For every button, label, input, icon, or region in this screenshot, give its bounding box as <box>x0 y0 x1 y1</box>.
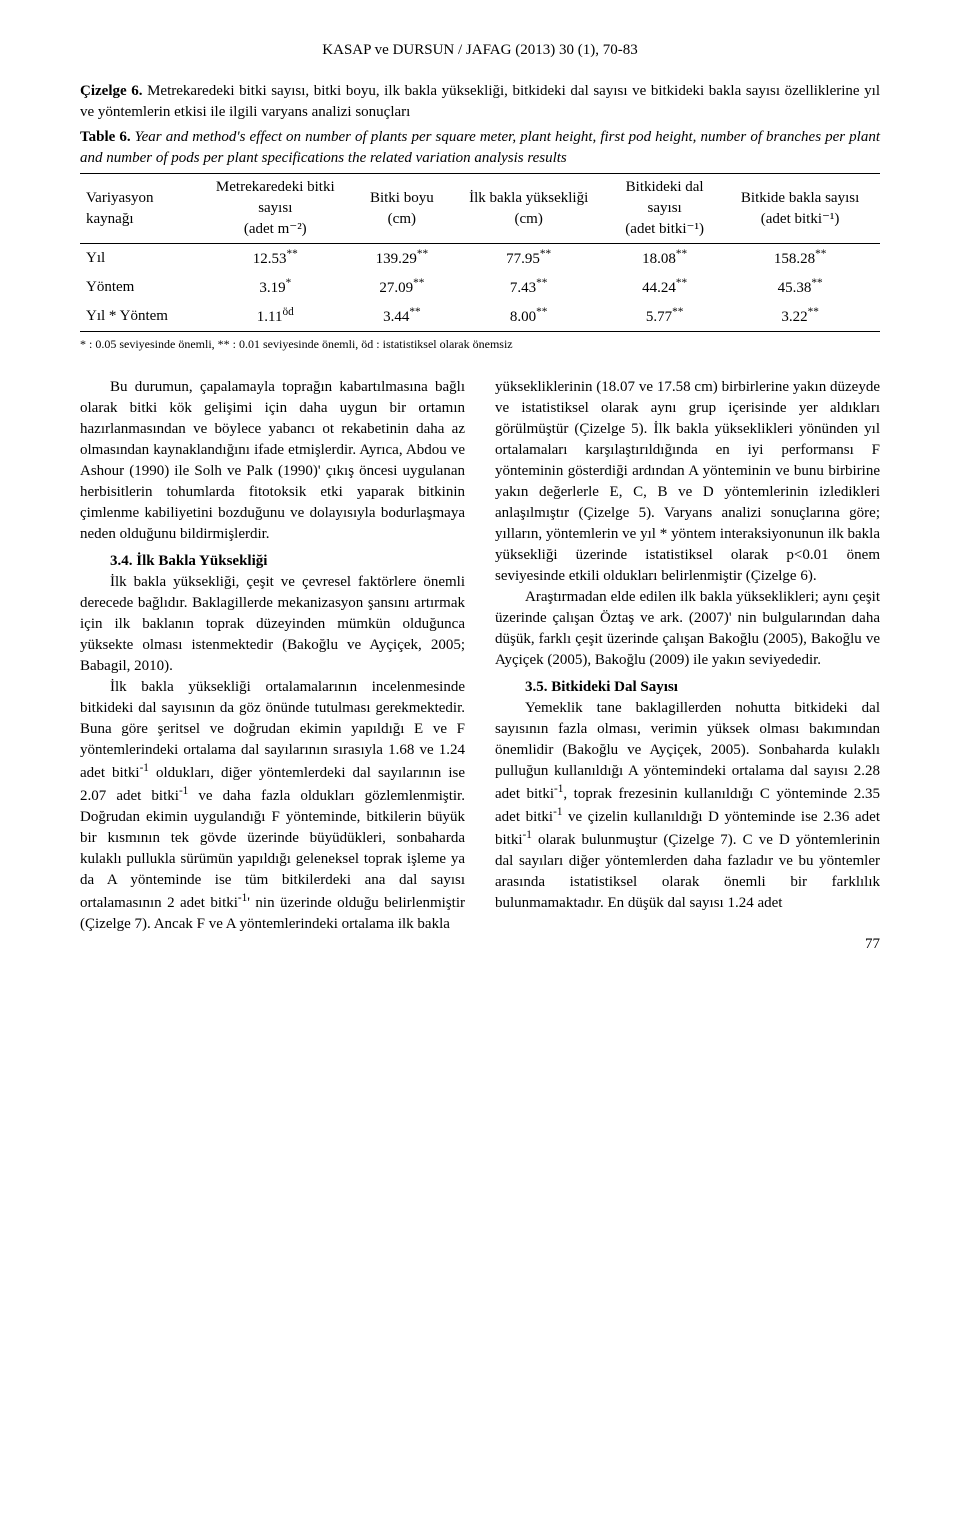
th-plants-per-m2: Metrekaredeki bitkisayısı(adet m⁻²) <box>195 174 355 244</box>
left-column: Bu durumun, çapalamayla toprağın kabartı… <box>80 377 465 935</box>
paragraph: Araştırmadan elde edilen ilk bakla yükse… <box>495 587 880 671</box>
paragraph: yüksekliklerinin (18.07 ve 17.58 cm) bir… <box>495 377 880 587</box>
caption-en-label: Table 6. <box>80 129 131 145</box>
table-caption-en: Table 6. Year and method's effect on num… <box>80 127 880 169</box>
paragraph: İlk bakla yüksekliği ortalamalarının inc… <box>80 677 465 935</box>
th-plant-height: Bitki boyu(cm) <box>355 174 448 244</box>
paragraph: İlk bakla yüksekliği, çeşit ve çevresel … <box>80 572 465 677</box>
th-pods: Bitkide bakla sayısı(adet bitki⁻¹) <box>720 174 880 244</box>
table-row: Yöntem 3.19* 27.09** 7.43** 44.24** 45.3… <box>80 273 880 302</box>
table-row: Yıl * Yöntem 1.11öd 3.44** 8.00** 5.77**… <box>80 302 880 332</box>
section-heading: 3.5. Bitkideki Dal Sayısı <box>495 677 880 698</box>
th-branches: Bitkideki dalsayısı(adet bitki⁻¹) <box>609 174 720 244</box>
paragraph: Yemeklik tane baklagillerden nohutta bit… <box>495 698 880 914</box>
table-caption-tr: Çizelge 6. Metrekaredeki bitki sayısı, b… <box>80 81 880 123</box>
page-number: 77 <box>865 934 880 955</box>
caption-tr-label: Çizelge 6. <box>80 83 142 99</box>
anova-table: Variyasyonkaynağı Metrekaredeki bitkisay… <box>80 173 880 332</box>
table-row: Yıl 12.53** 139.29** 77.95** 18.08** 158… <box>80 244 880 274</box>
table-footnote: * : 0.05 seviyesinde önemli, ** : 0.01 s… <box>80 336 880 353</box>
caption-tr-text: Metrekaredeki bitki sayısı, bitki boyu, … <box>80 83 880 120</box>
running-header: KASAP ve DURSUN / JAFAG (2013) 30 (1), 7… <box>80 40 880 61</box>
section-heading: 3.4. İlk Bakla Yüksekliği <box>80 551 465 572</box>
caption-en-text: Year and method's effect on number of pl… <box>80 129 880 166</box>
right-column: yüksekliklerinin (18.07 ve 17.58 cm) bir… <box>495 377 880 935</box>
th-source: Variyasyonkaynağı <box>80 174 195 244</box>
paragraph: Bu durumun, çapalamayla toprağın kabartı… <box>80 377 465 545</box>
th-first-pod-height: İlk bakla yüksekliği(cm) <box>448 174 609 244</box>
